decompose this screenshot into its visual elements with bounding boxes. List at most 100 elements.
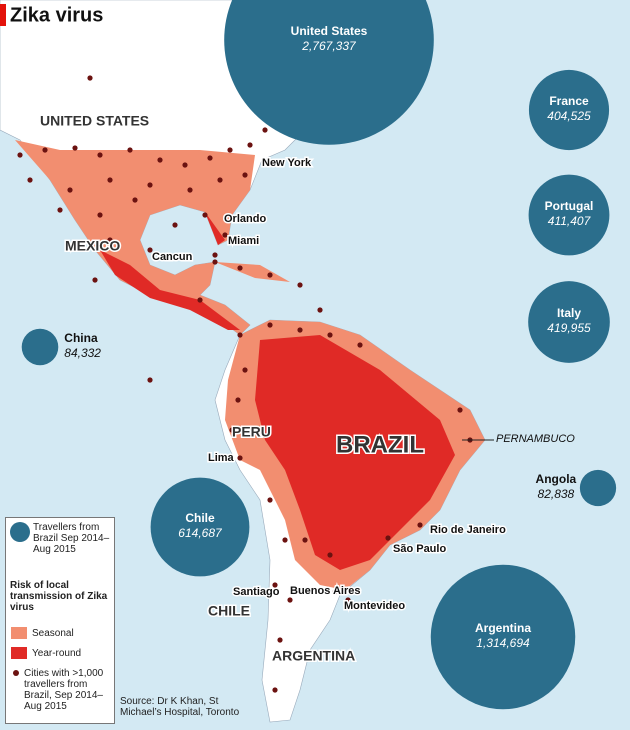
city-dot	[97, 212, 103, 218]
city-dot	[267, 272, 273, 278]
region-label: UNITED STATES	[40, 113, 149, 129]
city-dot	[267, 497, 273, 503]
region-label: PERNAMBUCO	[496, 433, 575, 445]
city-dot	[187, 187, 193, 193]
city-dot	[147, 377, 153, 383]
year-round-area	[255, 335, 455, 570]
legend-seasonal: Seasonal	[32, 628, 74, 639]
city-dot	[182, 162, 188, 168]
city-dot	[242, 367, 248, 373]
city-dot	[235, 397, 241, 403]
bubble	[430, 564, 576, 710]
bubble-name: Angola	[536, 472, 577, 486]
city-dot	[287, 597, 293, 603]
region-label: PERU	[232, 424, 271, 440]
city-dot	[42, 147, 48, 153]
city-dot	[217, 177, 223, 183]
bubble-name: Argentina	[475, 621, 531, 635]
bubble-value: 411,407	[548, 214, 592, 228]
city-dot	[72, 145, 78, 151]
city-dot	[97, 152, 103, 158]
city-dot	[107, 237, 113, 243]
bubble	[528, 174, 610, 256]
year-round-area	[100, 212, 240, 330]
city-dot	[237, 332, 243, 338]
city-dot	[297, 327, 303, 333]
city-dot	[237, 455, 243, 461]
city-dot	[317, 307, 323, 313]
city-dot	[332, 589, 338, 595]
city-dot	[417, 522, 423, 528]
bubble-value: 84,332	[64, 346, 101, 360]
bubble	[528, 281, 610, 363]
legend-bubble-text: Travellers from Brazil Sep 2014–Aug 2015	[33, 522, 110, 555]
city-dot	[385, 535, 391, 541]
city-dot	[127, 147, 133, 153]
city-dot	[67, 187, 73, 193]
city-dot	[132, 197, 138, 203]
city-dot	[227, 147, 233, 153]
city-label: New York	[262, 157, 312, 169]
bubble-value: 419,955	[547, 321, 591, 335]
source: Source: Dr K Khan, St Michael’s Hospital…	[120, 696, 240, 718]
city-dot	[207, 155, 213, 161]
seasonal-area	[15, 140, 255, 335]
city-dot	[242, 172, 248, 178]
bubble-value: 2,767,337	[301, 39, 357, 53]
region-label: CHILE	[208, 603, 250, 619]
city-dot	[327, 552, 333, 558]
bubble-name: China	[64, 331, 98, 345]
city-dot	[282, 537, 288, 543]
city-label: Santiago	[233, 586, 280, 598]
bubble	[579, 469, 617, 507]
city-dot	[157, 157, 163, 163]
city-dot	[277, 637, 283, 643]
city-dot	[107, 177, 113, 183]
city-label: São Paulo	[393, 543, 446, 555]
city-dot	[237, 265, 243, 271]
city-dot	[262, 127, 268, 133]
city-dot	[345, 597, 351, 603]
city-dot	[297, 282, 303, 288]
city-dot	[272, 687, 278, 693]
city-label: Lima	[208, 452, 235, 464]
city-label: Cancun	[152, 251, 193, 263]
legend-year-round: Year-round	[32, 648, 82, 659]
city-dot	[302, 537, 308, 543]
city-label: Montevideo	[344, 600, 405, 612]
city-dot	[172, 222, 178, 228]
legend-risk-title: Risk of local transmission of Zika virus	[10, 580, 108, 613]
city-dot	[197, 297, 203, 303]
city-dot	[272, 582, 278, 588]
bubble-name: Chile	[185, 511, 215, 525]
legend-box	[5, 517, 115, 724]
city-dot	[17, 152, 23, 158]
city-dot	[212, 252, 218, 258]
city-dot	[229, 427, 235, 433]
bubble-value: 404,525	[547, 109, 591, 123]
bubble-name: Portugal	[545, 199, 594, 213]
city-dot	[327, 332, 333, 338]
region-label: ARGENTINA	[272, 648, 355, 664]
city-dot	[212, 259, 218, 265]
bubble-value: 1,314,694	[476, 636, 530, 650]
city-dot	[457, 407, 463, 413]
bubble	[528, 69, 610, 151]
city-dot	[87, 75, 93, 81]
city-label: Orlando	[224, 213, 266, 225]
region-label: BRAZIL	[336, 431, 424, 458]
bubble	[224, 0, 434, 145]
region-label: MEXICO	[65, 238, 120, 254]
city-dot	[57, 207, 63, 213]
city-dot	[267, 322, 273, 328]
city-label: Rio de Janeiro	[430, 524, 506, 536]
city-dot	[92, 277, 98, 283]
land	[215, 262, 290, 282]
city-dot	[222, 232, 228, 238]
bubble-value: 82,838	[538, 487, 575, 501]
city-dot	[247, 142, 253, 148]
bubble-name: United States	[291, 24, 368, 38]
city-dot	[27, 177, 33, 183]
